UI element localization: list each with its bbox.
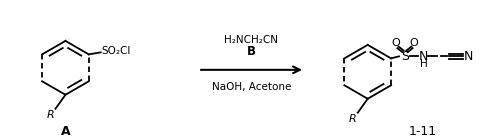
Text: O: O — [410, 38, 418, 48]
Text: S: S — [401, 50, 409, 63]
Text: O: O — [392, 38, 400, 48]
Text: NaOH, Acetone: NaOH, Acetone — [212, 82, 291, 92]
Text: H: H — [420, 59, 428, 69]
Text: R: R — [46, 110, 54, 120]
Text: SO₂Cl: SO₂Cl — [102, 46, 131, 56]
Text: H₂NCH₂CN: H₂NCH₂CN — [224, 35, 278, 45]
Text: B: B — [247, 45, 256, 58]
Text: R: R — [349, 114, 356, 124]
Text: N: N — [418, 50, 428, 63]
Text: 1-11: 1-11 — [409, 125, 437, 138]
Text: N: N — [464, 50, 473, 63]
Text: A: A — [60, 125, 70, 138]
